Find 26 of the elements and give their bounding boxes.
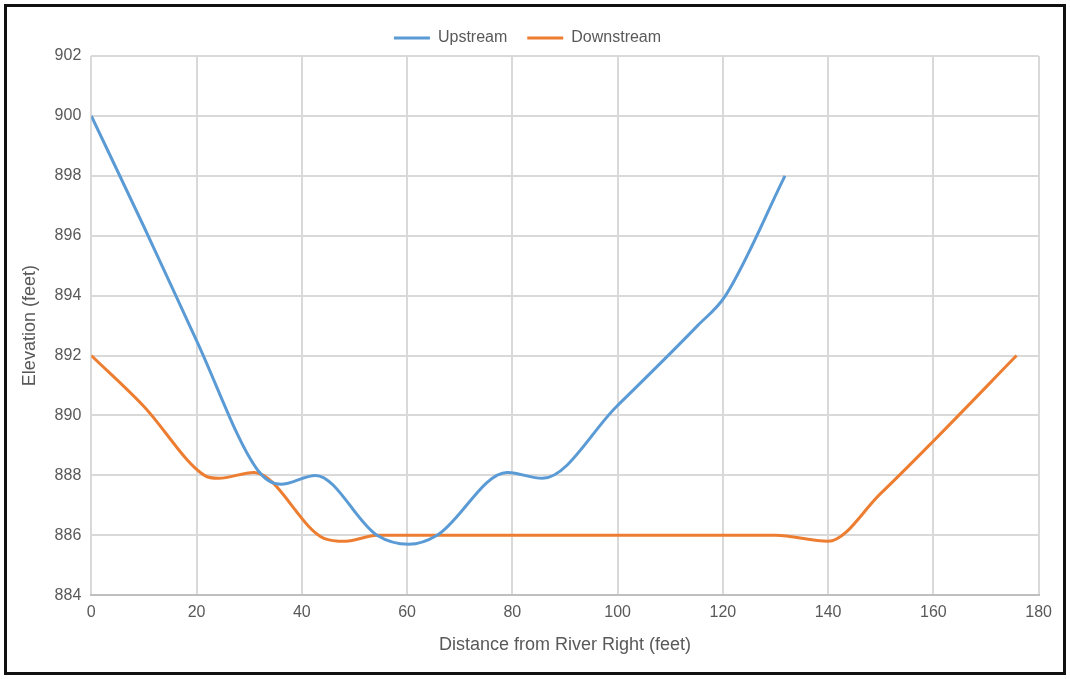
x-tick-label: 120	[709, 603, 737, 621]
line-series	[91, 354, 1019, 543]
x-tick-label: 60	[398, 603, 417, 621]
x-tick-label: 100	[604, 603, 632, 621]
x-tick-label: 20	[187, 603, 206, 621]
y-tick-label: 900	[54, 106, 82, 124]
x-tick-label: 180	[1025, 603, 1053, 621]
y-axis-title: Elevation (feet)	[18, 265, 39, 387]
y-tick-label: 888	[54, 465, 82, 483]
x-axis-title: Distance from River Right (feet)	[438, 634, 692, 655]
y-tick-label: 898	[54, 166, 82, 184]
y-tick-label: 894	[54, 286, 82, 304]
y-tick-label: 886	[54, 525, 82, 543]
legend-label: Downstream	[571, 28, 662, 46]
x-tick-label: 80	[503, 603, 522, 621]
x-tick-label: 40	[292, 603, 311, 621]
y-tick-label: 902	[54, 46, 82, 64]
x-tick-label: 160	[920, 603, 947, 621]
y-tick-label: 896	[54, 226, 82, 244]
y-tick-label: 884	[54, 585, 82, 603]
x-tick-label: 0	[86, 603, 96, 621]
x-tick-label: 140	[814, 603, 842, 621]
line-series	[91, 114, 787, 546]
y-tick-label: 892	[54, 345, 82, 363]
y-tick-label: 890	[54, 405, 82, 423]
legend-label: Upstream	[437, 28, 508, 46]
